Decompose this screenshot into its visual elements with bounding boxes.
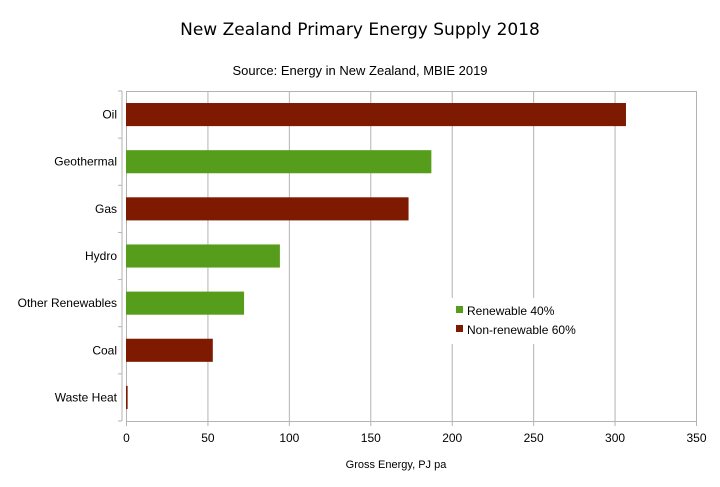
x-axis-title: Gross Energy, PJ pa [346, 459, 448, 471]
y-category-label: Oil [102, 108, 117, 122]
bar-coal [126, 338, 213, 362]
chart-title: New Zealand Primary Energy Supply 2018 [180, 20, 540, 40]
legend-label: Renewable 40% [467, 304, 555, 318]
legend-label: Non-renewable 60% [467, 323, 576, 337]
bar-geothermal [126, 150, 432, 174]
chart-subtitle: Source: Energy in New Zealand, MBIE 2019 [232, 63, 488, 78]
bar-gas [126, 197, 409, 221]
x-tick-label: 200 [442, 431, 462, 445]
x-tick-label: 50 [201, 431, 215, 445]
bar-waste-heat [126, 385, 128, 409]
bar-oil [126, 103, 626, 127]
legend-swatch [456, 306, 463, 313]
legend-swatch [456, 325, 463, 332]
legend-box [451, 298, 587, 344]
bar-other-renewables [126, 291, 245, 315]
y-category-label: Hydro [85, 249, 117, 263]
x-tick-label: 350 [686, 431, 706, 445]
y-category-label: Waste Heat [55, 390, 118, 404]
x-tick-label: 250 [524, 431, 544, 445]
y-category-label: Coal [92, 343, 117, 357]
x-tick-label: 300 [605, 431, 625, 445]
x-tick-label: 100 [279, 431, 299, 445]
x-tick-label: 0 [123, 431, 130, 445]
bar-hydro [126, 244, 280, 268]
y-category-label: Other Renewables [18, 296, 117, 310]
y-category-label: Gas [95, 202, 117, 216]
x-tick-label: 150 [361, 431, 381, 445]
y-category-label: Geothermal [54, 155, 117, 169]
